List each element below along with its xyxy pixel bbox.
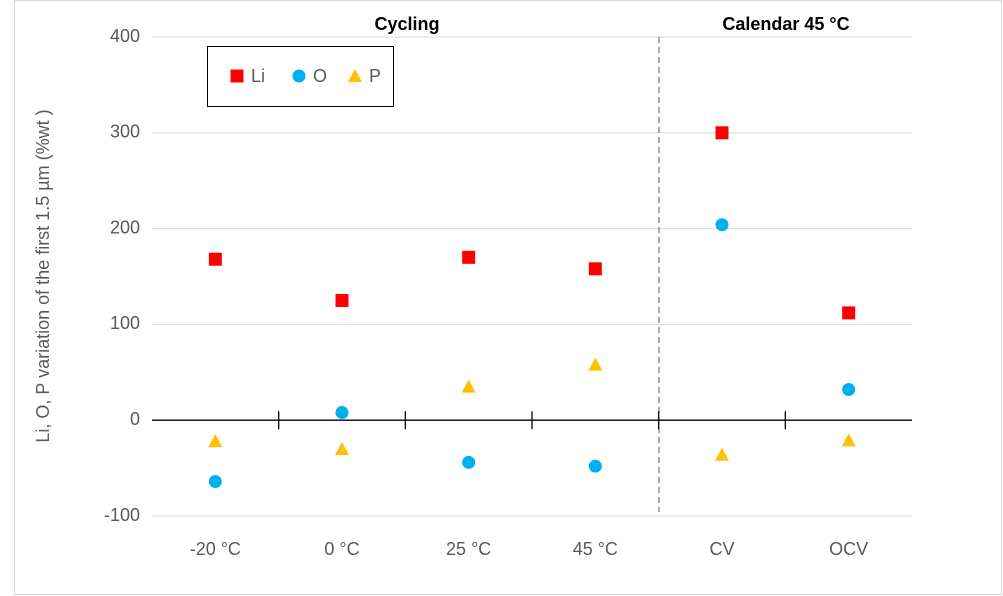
marker: [588, 262, 602, 276]
marker: [208, 252, 222, 266]
legend-label: P: [369, 66, 381, 86]
marker: [208, 434, 223, 448]
x-tick-label: 0 °C: [324, 539, 359, 559]
legend-marker: [292, 69, 306, 83]
chart-frame: [14, 0, 1002, 595]
legend-marker: [230, 69, 244, 83]
section-label: Calendar 45 °C: [722, 14, 849, 34]
marker: [335, 293, 349, 307]
marker: [842, 306, 856, 320]
y-tick-label: 200: [110, 217, 140, 237]
legend-label: O: [313, 66, 327, 86]
marker: [208, 475, 222, 489]
x-tick-label: CV: [709, 539, 734, 559]
y-tick-label: 300: [110, 122, 140, 142]
marker: [462, 250, 476, 264]
legend-label: Li: [251, 66, 265, 86]
marker: [842, 383, 856, 397]
y-tick-label: -100: [104, 505, 140, 525]
marker: [715, 447, 729, 461]
marker: [335, 441, 349, 455]
marker: [461, 379, 476, 393]
y-tick-label: 400: [110, 26, 140, 46]
marker: [588, 357, 603, 371]
y-tick-label: 0: [130, 409, 140, 429]
marker: [335, 406, 349, 420]
section-label: Cycling: [374, 14, 439, 34]
y-tick-label: 100: [110, 313, 140, 333]
x-tick-label: OCV: [829, 539, 868, 559]
marker: [715, 126, 729, 140]
x-tick-label: -20 °C: [190, 539, 241, 559]
marker: [462, 455, 476, 469]
marker: [588, 459, 602, 473]
marker: [841, 433, 856, 447]
x-tick-label: 25 °C: [446, 539, 491, 559]
marker: [715, 218, 729, 232]
y-axis-title: Li, O, P variation of the first 1.5 µm (…: [33, 109, 53, 442]
legend-marker: [348, 69, 362, 82]
x-tick-label: 45 °C: [573, 539, 618, 559]
